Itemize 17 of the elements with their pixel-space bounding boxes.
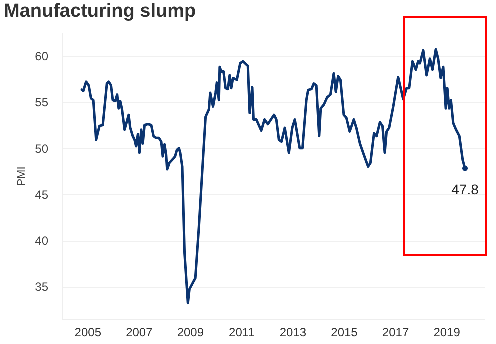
y-axis-title: PMI: [16, 166, 28, 186]
x-tick-label: 2017: [382, 326, 410, 340]
x-tick-label: 2015: [331, 326, 358, 340]
x-tick-label: 2009: [177, 326, 204, 340]
x-tick-label: 2013: [280, 326, 307, 340]
y-tick-label: 35: [35, 280, 49, 294]
annotation: 47.8: [452, 182, 480, 198]
y-tick-label: 55: [35, 96, 49, 110]
y-tick-label: 45: [35, 188, 49, 202]
x-tick-label: 2007: [126, 326, 154, 340]
chart-title: Manufacturing slump: [4, 1, 196, 22]
y-tick-label: 60: [35, 50, 49, 64]
x-tick-label: 2005: [74, 326, 102, 340]
y-tick-label: 40: [35, 234, 49, 248]
y-tick-label: 50: [35, 142, 49, 156]
x-tick-label: 2011: [229, 326, 256, 340]
x-tick-label: 2019: [434, 326, 461, 340]
